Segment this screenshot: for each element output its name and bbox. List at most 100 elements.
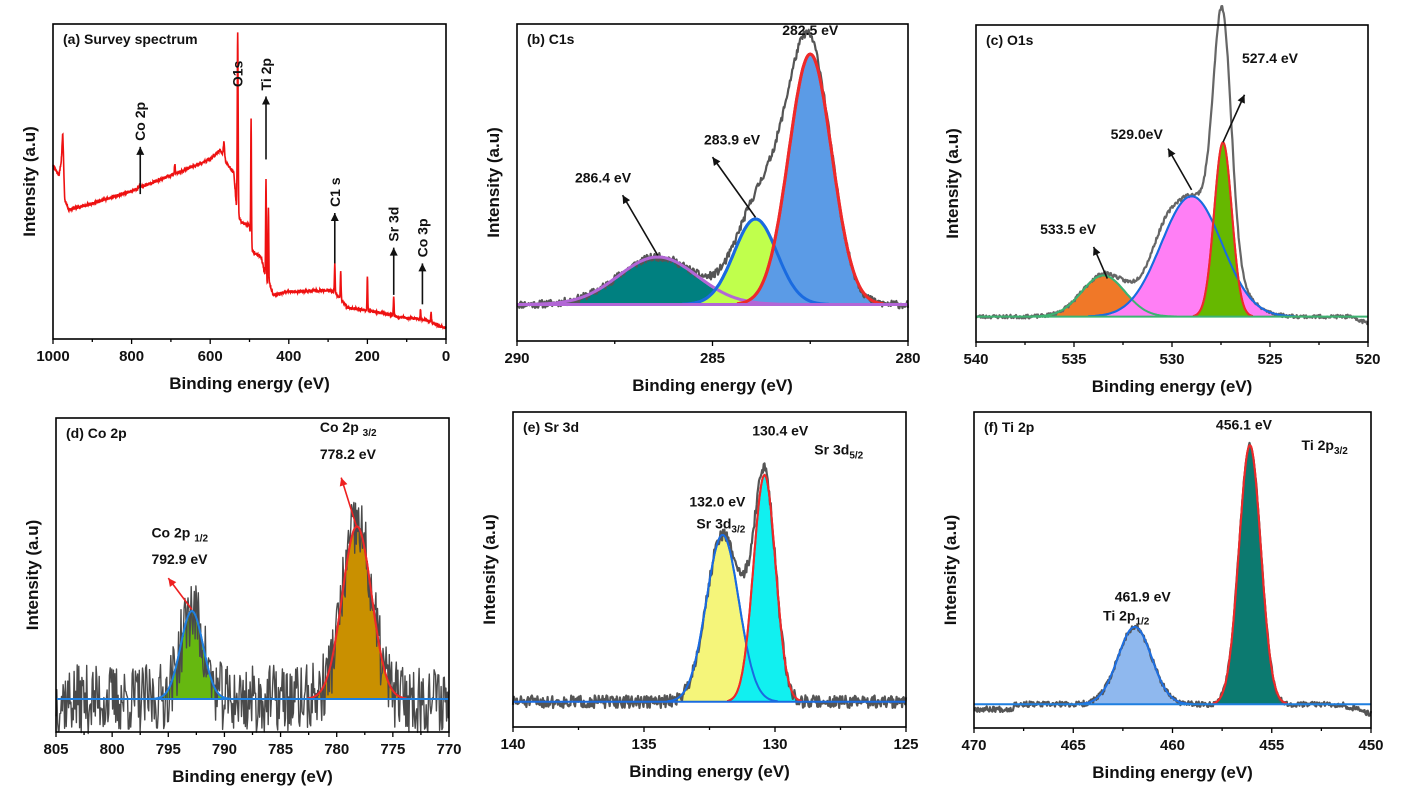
peak-annotation-label: Sr 3d5/2 <box>814 442 863 462</box>
component-fill <box>1077 626 1193 705</box>
panel-e: 140 135 130 125 Binding energy (eV) Intensity… <box>480 411 919 781</box>
x-tick-label: 470 <box>961 737 986 754</box>
component-fill <box>524 257 791 305</box>
y-axis-label: Intensity (a.u) <box>23 520 42 631</box>
x-tick-label: 450 <box>1358 737 1383 754</box>
x-tick-label: 520 <box>1355 351 1380 368</box>
raw-spectrum-line <box>973 441 1373 717</box>
x-tick-label: 125 <box>893 736 918 753</box>
peak-annotation-label: Co 2p 1/2 <box>151 524 208 544</box>
peak-annotation-label: 283.9 eV <box>704 131 761 147</box>
panel-title: (d) Co 2p <box>66 425 127 441</box>
component-fill <box>1193 142 1253 317</box>
peak-annotation-arrow <box>711 156 757 218</box>
x-tick-label: 140 <box>500 736 525 753</box>
x-tick-label: 535 <box>1061 351 1086 368</box>
peak-annotation-label: Sr 3d3/2 <box>696 516 745 536</box>
component-fit-line <box>1212 443 1288 705</box>
x-tick-label: 775 <box>380 741 405 758</box>
arrow-head <box>262 96 271 105</box>
component-fill <box>1088 196 1295 317</box>
component-fit-line <box>667 533 778 703</box>
component-fit-line <box>1088 195 1295 318</box>
x-tick-label: 290 <box>504 350 529 367</box>
y-axis-label: Intensity (a.u) <box>943 128 962 239</box>
x-tick-label: 1000 <box>36 348 69 365</box>
x-tick-label: 455 <box>1259 737 1284 754</box>
panel-title: (e) Sr 3d <box>523 419 579 435</box>
survey-spectrum-line <box>52 32 447 331</box>
component-fill <box>307 526 407 699</box>
arrow-head <box>168 578 177 587</box>
component-fit-line <box>736 52 884 306</box>
arrow-head <box>1168 148 1176 158</box>
peak-annotation-label: Ti 2p3/2 <box>1302 437 1349 457</box>
x-axis-label: Binding energy (eV) <box>629 762 790 781</box>
peak-marker-label: Sr 3d <box>386 207 402 242</box>
panel-f: 470 465 460 455 450 Binding energy (eV) Intens… <box>941 411 1384 782</box>
component-fit-line <box>153 610 231 700</box>
x-tick-label: 800 <box>119 348 144 365</box>
panel-b: 290 285 280 Binding energy (eV) Intensity (a… <box>484 22 921 395</box>
x-tick-label: 280 <box>895 350 920 367</box>
peak-annotation-value: 130.4 eV <box>752 423 809 439</box>
arrow-head <box>1237 94 1245 104</box>
component-fit-line <box>1030 274 1177 318</box>
peak-annotation-value: 778.2 eV <box>320 446 377 462</box>
component-fill <box>727 475 802 702</box>
x-tick-label: 805 <box>43 741 68 758</box>
x-tick-label: 400 <box>276 348 301 365</box>
component-fill <box>682 219 829 305</box>
component-fill <box>1030 275 1177 317</box>
peak-annotation-label: 527.4 eV <box>1242 50 1299 66</box>
peak-marker-label: C1 s <box>327 177 343 207</box>
x-tick-label: 285 <box>700 350 725 367</box>
arrow-head <box>1093 246 1101 256</box>
x-tick-label: 540 <box>963 351 988 368</box>
panel-d: 805 800 795 790 785 780 775 770 Binding energy (… <box>23 417 462 786</box>
plot-frame <box>52 23 447 340</box>
peak-annotation-value: 132.0 eV <box>689 494 746 510</box>
panel-title: (c) O1s <box>986 32 1034 48</box>
x-tick-label: 135 <box>631 736 656 753</box>
peak-marker-label: Co 3p <box>414 219 430 258</box>
arrow-head <box>339 477 348 487</box>
arrow-head <box>712 157 721 166</box>
arrow-head <box>330 213 339 221</box>
y-axis-label: Intensity (a.u) <box>484 127 503 238</box>
x-axis-label: Binding energy (eV) <box>1092 763 1253 782</box>
panel-title: (f) Ti 2p <box>984 419 1034 435</box>
component-fit-line <box>682 217 829 306</box>
component-fill <box>737 54 884 305</box>
x-tick-label: 790 <box>212 741 237 758</box>
x-tick-label: 785 <box>268 741 293 758</box>
peak-annotation-arrow <box>340 477 358 529</box>
x-tick-label: 770 <box>436 741 461 758</box>
arrow-head <box>389 247 398 256</box>
component-fill <box>153 611 230 699</box>
peak-annotation-label: 282.5 eV <box>782 22 839 38</box>
arrow-head <box>622 195 631 205</box>
x-tick-label: 130 <box>762 736 787 753</box>
raw-spectrum-line <box>55 501 450 735</box>
x-tick-label: 465 <box>1061 737 1086 754</box>
x-tick-label: 800 <box>100 741 125 758</box>
arrow-head <box>418 263 427 272</box>
peak-marker-label: Ti 2p <box>258 58 274 90</box>
x-axis-label: Binding energy (eV) <box>632 376 793 395</box>
peak-annotation-label: 533.5 eV <box>1040 221 1097 237</box>
panel-a: 1000 800 600 400 200 0 Binding energy (eV) Inte… <box>20 23 450 393</box>
x-axis-label: Binding energy (eV) <box>169 374 330 393</box>
x-tick-label: 530 <box>1159 351 1184 368</box>
x-axis-label: Binding energy (eV) <box>1092 377 1253 396</box>
x-tick-label: 795 <box>156 741 181 758</box>
x-tick-label: 525 <box>1257 351 1282 368</box>
x-axis-label: Binding energy (eV) <box>172 767 333 786</box>
x-tick-label: 200 <box>355 348 380 365</box>
y-axis-label: Intensity (a.u) <box>480 514 499 625</box>
peak-annotation-label: Co 2p 3/2 <box>320 419 377 439</box>
component-fill <box>1212 445 1287 705</box>
peak-annotation-label: 286.4 eV <box>575 170 632 186</box>
panel-title: (b) C1s <box>527 31 575 47</box>
